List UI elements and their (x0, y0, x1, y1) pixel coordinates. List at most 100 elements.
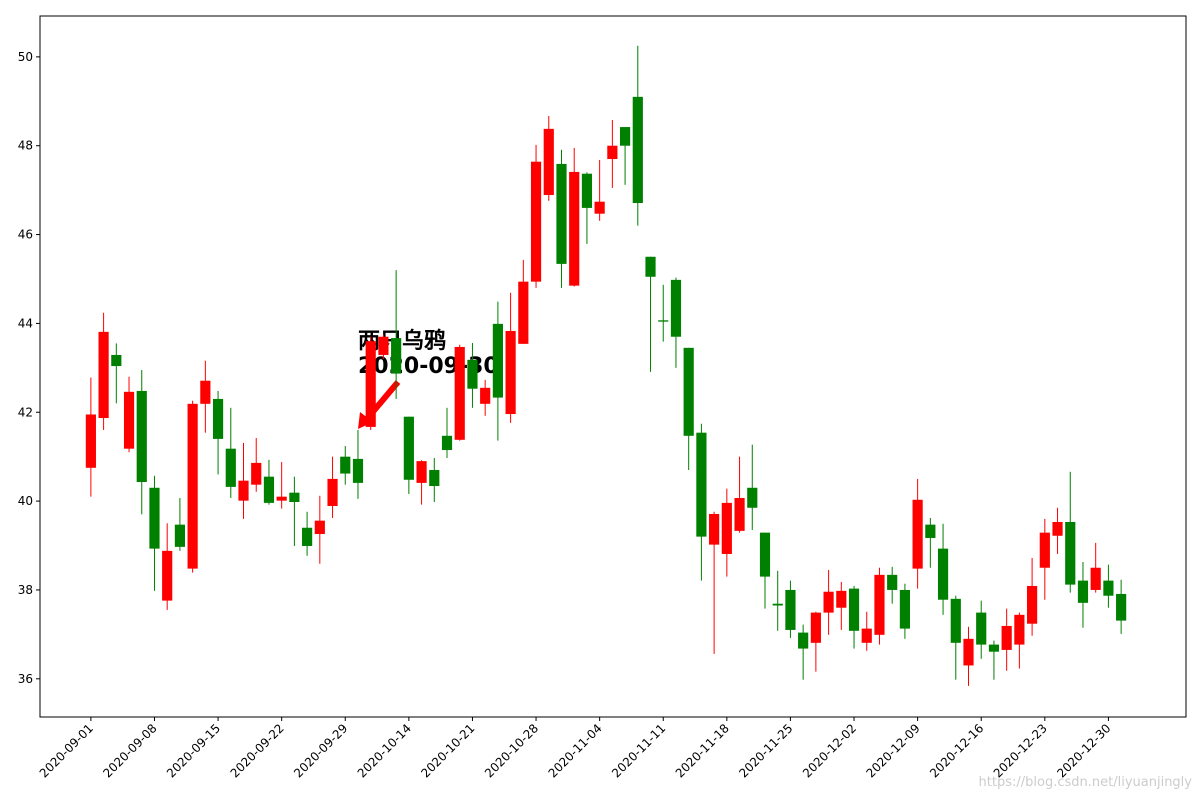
candle-body (1116, 593, 1127, 621)
y-tick-label: 46 (18, 228, 33, 242)
candle-body (861, 628, 872, 643)
candle-body (1103, 580, 1114, 596)
x-tick-label: 2020-11-04 (546, 721, 605, 780)
candle-body (518, 281, 529, 344)
candle-body (581, 173, 593, 208)
candle-body (594, 201, 605, 214)
x-tick-label: 2020-11-11 (609, 721, 668, 780)
candle-body (276, 496, 287, 501)
candle-body (976, 612, 987, 645)
x-tick-label: 2020-10-21 (418, 721, 477, 780)
candle-body (123, 391, 135, 449)
candle-body (683, 347, 694, 436)
candle-body (963, 638, 974, 666)
candle-body (454, 346, 465, 440)
y-tick-label: 44 (18, 316, 33, 330)
plot-frame (39, 15, 1187, 718)
x-tick-label: 2020-12-09 (864, 721, 923, 780)
candle-body (149, 487, 160, 549)
candle-body (937, 548, 949, 600)
candle-body (263, 476, 275, 503)
candle-body (670, 279, 682, 337)
candle-body (251, 462, 262, 485)
candle-body (912, 499, 923, 569)
candle-body (391, 338, 402, 374)
candle-body (505, 330, 516, 415)
candle-body (734, 497, 745, 531)
candle-body (467, 359, 478, 389)
y-tick-label: 40 (18, 494, 33, 508)
candle-body (569, 171, 580, 286)
candle-body (607, 145, 618, 160)
y-tick-label: 42 (18, 405, 33, 419)
candle-body (899, 589, 910, 629)
y-tick-label: 48 (18, 139, 33, 153)
candle-body (1014, 614, 1025, 645)
candle-body (988, 644, 1000, 652)
candle-body (314, 520, 325, 534)
x-tick-label: 2020-12-02 (800, 721, 859, 780)
candle-body (429, 470, 440, 486)
candle-body (645, 256, 656, 277)
x-tick-label: 2020-11-18 (673, 721, 732, 780)
candle-body (187, 403, 198, 569)
candle-body (759, 532, 771, 577)
x-tick-label: 2020-11-25 (736, 721, 795, 780)
candle-body (785, 589, 796, 630)
candle-body (480, 387, 491, 404)
candle-body (327, 478, 338, 506)
candle-body (85, 414, 96, 468)
candle-body (225, 448, 236, 487)
candle-body (352, 458, 364, 483)
candle-body (950, 598, 961, 643)
annotation-text: 2020-09-30 (358, 354, 499, 379)
y-tick-label: 36 (18, 672, 33, 686)
candle-body (823, 591, 834, 613)
candle-body (136, 390, 147, 483)
x-tick-label: 2020-09-29 (291, 721, 350, 780)
x-tick-label: 2020-12-23 (991, 721, 1050, 780)
candle-body (696, 432, 707, 537)
y-tick-label: 50 (18, 50, 33, 64)
candle-body (810, 612, 821, 643)
candle-body (658, 320, 669, 322)
x-tick-label: 2020-10-28 (482, 721, 541, 780)
x-tick-label: 2020-10-14 (355, 721, 414, 780)
candle-body (543, 128, 554, 196)
candle-body (492, 323, 503, 398)
candle-body (162, 550, 173, 601)
candle-body (111, 354, 122, 367)
candle-body (556, 163, 567, 264)
candle-body (98, 331, 109, 419)
x-tick-label: 2020-12-30 (1054, 721, 1113, 780)
candle-body (1001, 625, 1012, 650)
candle-body (836, 590, 847, 608)
candle-body (302, 527, 313, 546)
candle-body (378, 336, 389, 355)
candle-body (403, 416, 414, 480)
candle-body (340, 456, 351, 474)
candle-body (289, 492, 300, 502)
candle-body (238, 480, 249, 501)
candle-body (530, 161, 542, 282)
candle-body (772, 603, 783, 606)
candle-body (365, 341, 376, 427)
candle-body (441, 435, 453, 451)
candle-body (1027, 585, 1038, 624)
y-tick-label: 38 (18, 583, 33, 597)
candle-body (747, 487, 758, 508)
candle-body (1039, 532, 1050, 568)
x-tick-label: 2020-09-01 (37, 721, 96, 780)
candle-body (709, 513, 720, 545)
candle-body (1090, 567, 1101, 590)
candle-body (848, 588, 860, 631)
candle-body (1052, 521, 1063, 536)
candle-body (721, 502, 732, 554)
candle-body (632, 96, 643, 204)
annotation-arrowhead (358, 412, 373, 429)
candle-body (200, 380, 211, 404)
x-tick-label: 2020-12-16 (927, 721, 986, 780)
candle-body (925, 524, 936, 538)
x-tick-label: 2020-09-22 (228, 721, 287, 780)
candle-body (887, 574, 898, 590)
